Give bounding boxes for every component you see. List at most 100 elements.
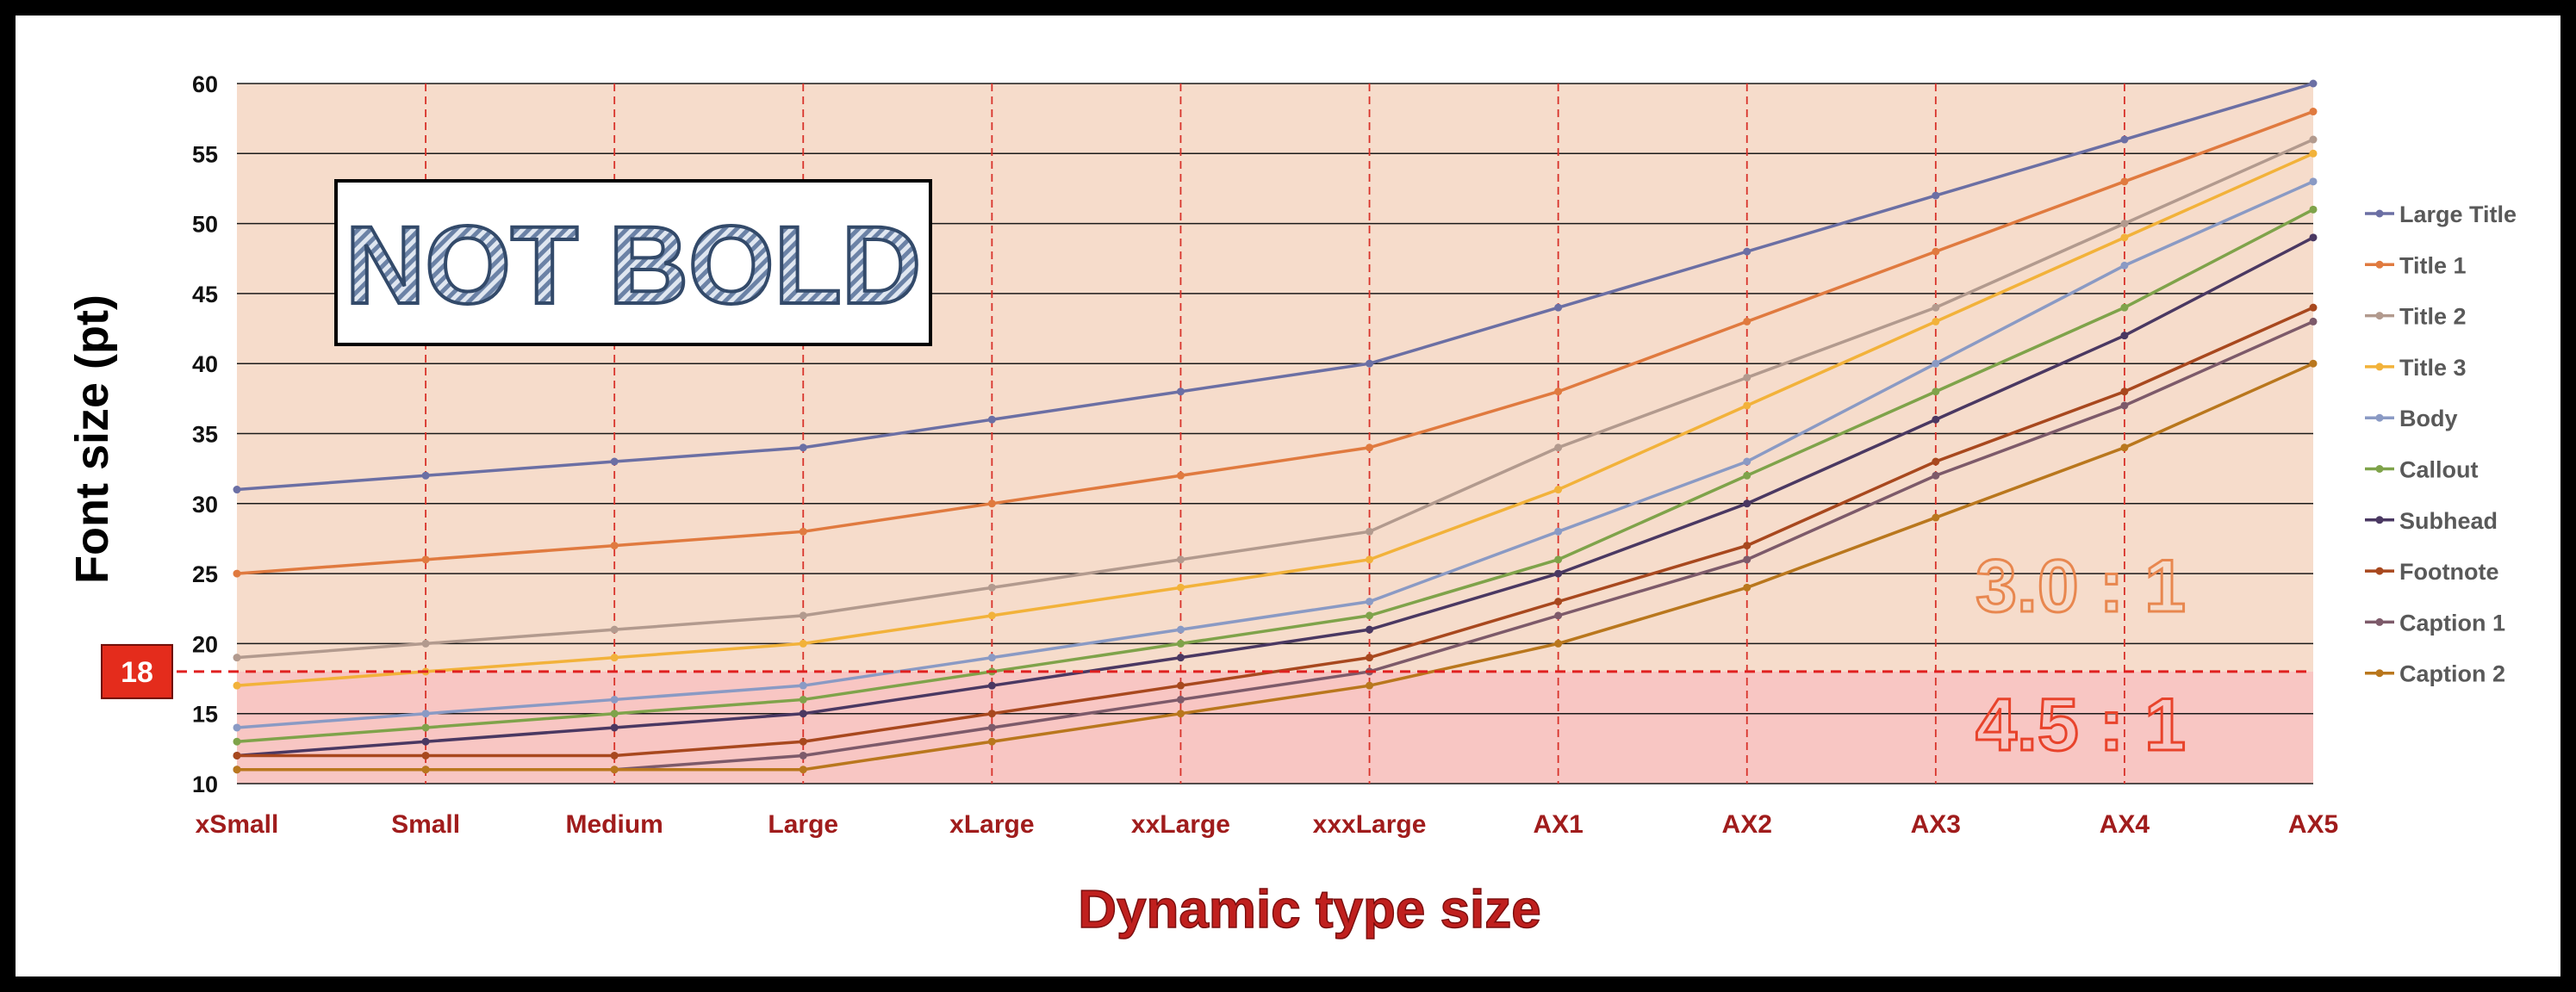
legend-item-footnote: Footnote: [2365, 559, 2498, 585]
data-point: [1366, 555, 1374, 564]
data-point: [610, 751, 619, 760]
legend-marker: [2375, 669, 2384, 678]
data-point: [1554, 527, 1563, 536]
data-point: [421, 737, 430, 746]
y-tick-label: 25: [192, 561, 218, 587]
y-tick-label: 15: [192, 702, 218, 728]
legend-item-caption-2: Caption 2: [2365, 661, 2505, 687]
legend-item-callout: Callout: [2365, 457, 2479, 483]
x-tick-label: xxLarge: [1131, 810, 1230, 839]
data-point: [799, 611, 807, 620]
x-tick-label: AX2: [1722, 810, 1772, 839]
series-line-title-3: [236, 152, 2314, 687]
not-bold-box: [334, 179, 932, 346]
threshold-badge-label: 18: [121, 656, 153, 689]
series-title-3: [233, 149, 2318, 690]
legend-marker: [2375, 260, 2384, 269]
data-point: [2120, 135, 2129, 144]
x-tick-label: xLarge: [949, 810, 1034, 839]
data-point: [1554, 486, 1563, 494]
legend-item-title-1: Title 1: [2365, 252, 2467, 278]
legend-item-body: Body: [2365, 406, 2458, 431]
x-axis-label: Dynamic type size: [1078, 880, 1541, 939]
data-point: [233, 723, 241, 732]
data-point: [2120, 443, 2129, 452]
x-tick-label: xSmall: [196, 810, 279, 839]
data-point: [610, 542, 619, 550]
data-point: [1743, 542, 1752, 550]
legend-marker: [2375, 363, 2384, 371]
legend-marker: [2375, 516, 2384, 524]
data-point: [1176, 710, 1185, 718]
data-point: [1743, 373, 1752, 381]
data-point: [799, 737, 807, 746]
data-point: [233, 569, 241, 578]
data-point: [1366, 359, 1374, 368]
data-point: [1176, 555, 1185, 564]
data-point: [2309, 303, 2318, 312]
x-tick-label: Large: [768, 810, 838, 839]
data-point: [987, 611, 996, 620]
data-point: [233, 766, 241, 774]
data-point: [799, 527, 807, 536]
data-point: [1554, 388, 1563, 396]
series-line-large-title: [236, 82, 2314, 492]
data-point: [799, 681, 807, 690]
ratio-upper-label: 3.0 : 1: [1976, 545, 2186, 628]
data-point: [233, 751, 241, 760]
legend-label: Body: [2399, 406, 2458, 431]
data-point: [610, 766, 619, 774]
data-point: [421, 555, 430, 564]
data-point: [421, 723, 430, 732]
series-title-2: [233, 135, 2318, 662]
legend-item-subhead: Subhead: [2365, 508, 2498, 534]
data-point: [987, 737, 996, 746]
data-point: [1366, 443, 1374, 452]
y-tick-label: 55: [192, 141, 218, 167]
legend-marker: [2375, 209, 2384, 218]
data-point: [421, 471, 430, 480]
x-tick-label: AX4: [2100, 810, 2150, 839]
y-tick-label: 60: [192, 71, 218, 97]
series-line-callout: [236, 208, 2314, 743]
data-point: [2120, 220, 2129, 228]
data-point: [1743, 499, 1752, 508]
series-footnote: [233, 303, 2318, 760]
legend-label: Title 2: [2399, 304, 2467, 330]
data-point: [1932, 457, 1940, 466]
y-tick-label: 40: [192, 351, 218, 377]
data-point: [610, 695, 619, 704]
data-point: [799, 639, 807, 648]
y-axis-label: Font size (pt): [66, 294, 118, 584]
legend-label: Callout: [2399, 457, 2479, 483]
data-point: [799, 695, 807, 704]
data-point: [1932, 415, 1940, 424]
data-point: [1932, 317, 1940, 326]
data-point: [1176, 639, 1185, 648]
data-point: [987, 710, 996, 718]
data-point: [1932, 191, 1940, 200]
data-point: [610, 625, 619, 634]
x-tick-label: AX5: [2288, 810, 2338, 839]
legend-marker: [2375, 413, 2384, 422]
data-point: [1554, 639, 1563, 648]
data-point: [1743, 457, 1752, 466]
data-point: [1932, 247, 1940, 256]
ratio-lower-label: 4.5 : 1: [1976, 684, 2186, 766]
y-tick-label: 10: [192, 772, 218, 797]
legend-marker: [2375, 567, 2384, 575]
series-callout: [233, 205, 2318, 746]
legend-item-title-3: Title 3: [2365, 355, 2467, 381]
legend-marker: [2375, 465, 2384, 473]
legend-label: Title 1: [2399, 252, 2467, 278]
data-point: [233, 681, 241, 690]
data-point: [1743, 401, 1752, 410]
series-subhead: [233, 233, 2318, 760]
series-line-title-2: [236, 138, 2314, 660]
data-point: [799, 766, 807, 774]
data-point: [2309, 317, 2318, 326]
data-point: [233, 486, 241, 494]
data-point: [2309, 359, 2318, 368]
data-point: [2309, 177, 2318, 186]
